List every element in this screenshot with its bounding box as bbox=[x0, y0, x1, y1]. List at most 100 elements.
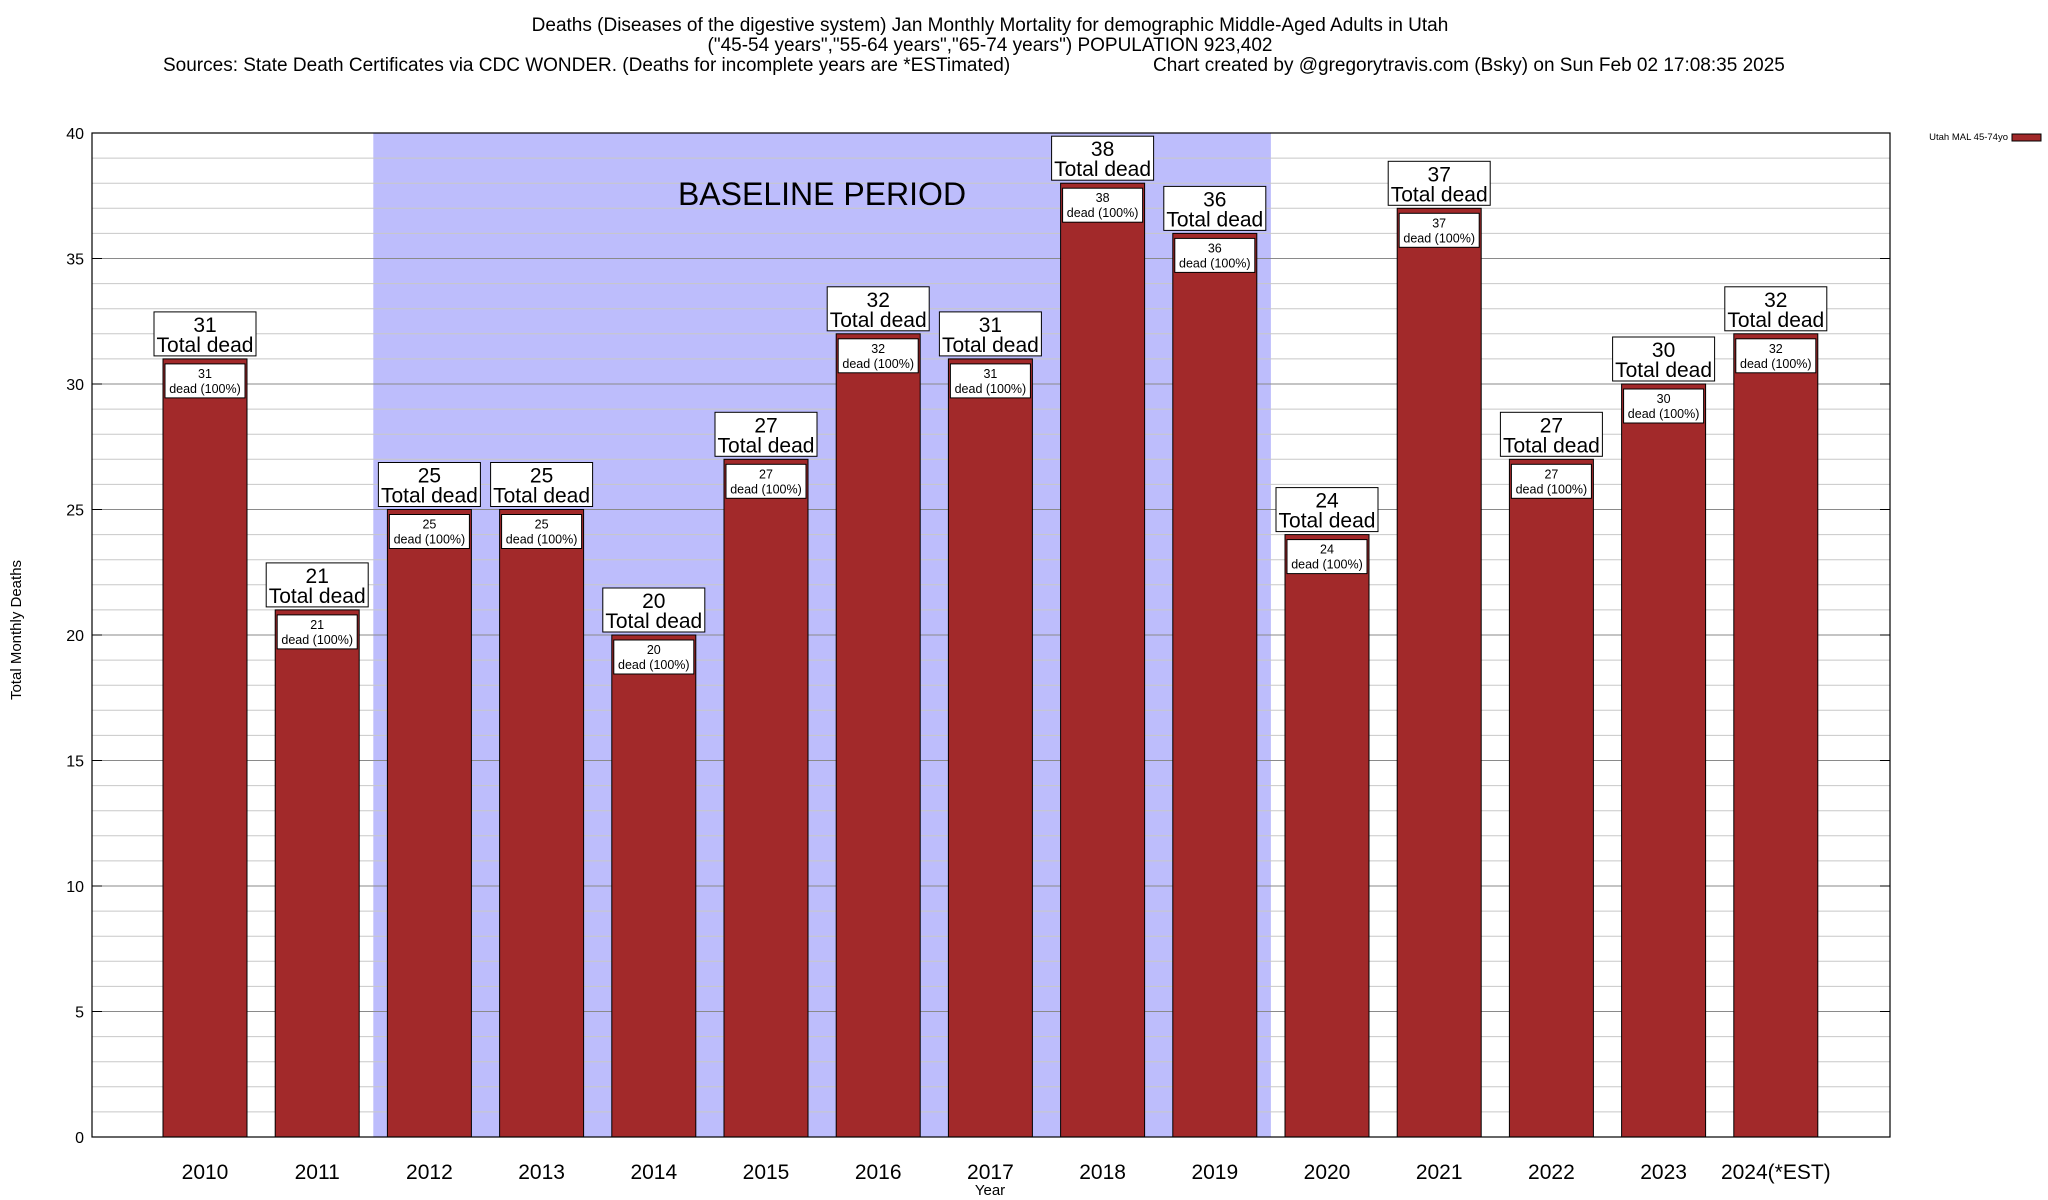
bar-inner-value: 24 bbox=[1320, 543, 1334, 557]
bar-inner-label-box bbox=[1062, 187, 1144, 223]
bar-inner-label-box bbox=[1510, 463, 1592, 499]
bar-total-suffix: Total dead bbox=[269, 585, 366, 608]
bar-inner-suffix: dead (100%) bbox=[281, 633, 353, 647]
bar bbox=[1621, 383, 1707, 1138]
x-tick-label: 2024(*EST) bbox=[1721, 1161, 1831, 1184]
bar-inner-suffix: dead (100%) bbox=[1516, 482, 1588, 496]
bar bbox=[947, 358, 1033, 1138]
x-tick-label: 2021 bbox=[1416, 1161, 1463, 1184]
y-tick-label: 15 bbox=[66, 754, 84, 771]
x-tick-label: 2018 bbox=[1079, 1161, 1126, 1184]
y-tick-label: 30 bbox=[66, 377, 84, 394]
bar-total-value: 25 bbox=[530, 465, 553, 488]
x-tick-label: 2014 bbox=[630, 1161, 677, 1184]
bar-inner-label-box bbox=[501, 514, 583, 549]
bar-inner-label-box bbox=[164, 363, 246, 399]
bar-total-suffix: Total dead bbox=[1503, 434, 1600, 457]
baseline-period-label: BASELINE PERIOD bbox=[678, 176, 966, 212]
y-tick-label: 40 bbox=[66, 126, 84, 143]
bar-inner-value: 32 bbox=[1769, 342, 1783, 356]
bar-total-label-box bbox=[938, 311, 1042, 357]
bar-total-suffix: Total dead bbox=[942, 334, 1039, 357]
bar-total-suffix: Total dead bbox=[718, 434, 815, 457]
bar-inner-label-box bbox=[725, 463, 807, 499]
x-tick-label: 2016 bbox=[855, 1161, 902, 1184]
bar-inner-suffix: dead (100%) bbox=[955, 382, 1027, 396]
bar-total-value: 27 bbox=[754, 414, 777, 437]
bar-total-suffix: Total dead bbox=[1615, 359, 1712, 382]
bar-total-value: 38 bbox=[1091, 138, 1114, 161]
bar-total-label-box bbox=[1387, 160, 1491, 206]
chart-source-text: Sources: State Death Certificates via CD… bbox=[163, 55, 1010, 76]
bar-total-label-box bbox=[714, 411, 818, 457]
bar-inner-suffix: dead (100%) bbox=[169, 382, 241, 396]
bar-inner-suffix: dead (100%) bbox=[1179, 256, 1251, 270]
bar-inner-value: 20 bbox=[647, 643, 661, 657]
bar-total-suffix: Total dead bbox=[493, 485, 590, 508]
x-tick-label: 2013 bbox=[518, 1161, 565, 1184]
bar-total-value: 30 bbox=[1652, 339, 1675, 362]
bar-total-value: 27 bbox=[1540, 414, 1563, 437]
bar-total-label-box bbox=[490, 462, 594, 507]
bar-total-value: 24 bbox=[1315, 490, 1339, 513]
bar-total-label-box bbox=[1275, 487, 1379, 533]
x-tick-label: 2011 bbox=[295, 1161, 340, 1184]
bar-inner-suffix: dead (100%) bbox=[1291, 558, 1363, 572]
bar-inner-value: 25 bbox=[422, 518, 436, 532]
chart-credit-text: Chart created by @gregorytravis.com (Bsk… bbox=[1153, 55, 1785, 76]
y-tick-label: 5 bbox=[75, 1005, 84, 1022]
bar-total-value: 32 bbox=[1764, 289, 1787, 312]
y-tick-label: 35 bbox=[66, 252, 84, 269]
bar-total-suffix: Total dead bbox=[830, 309, 927, 332]
bar-total-value: 25 bbox=[418, 465, 441, 488]
y-tick-label: 0 bbox=[75, 1130, 84, 1147]
chart-title-line1: Deaths (Diseases of the digestive system… bbox=[532, 15, 1449, 36]
legend-label: Utah MAL 45-74yo bbox=[1929, 132, 2008, 143]
bar bbox=[1172, 232, 1258, 1138]
bar-total-value: 32 bbox=[867, 289, 890, 312]
bar-inner-value: 31 bbox=[983, 367, 997, 381]
y-tick-label: 10 bbox=[66, 879, 84, 896]
x-tick-label: 2020 bbox=[1304, 1161, 1351, 1184]
bar-total-value: 37 bbox=[1428, 163, 1451, 186]
bar-inner-suffix: dead (100%) bbox=[842, 357, 914, 371]
bar-inner-value: 37 bbox=[1432, 216, 1446, 230]
bar bbox=[162, 358, 248, 1138]
x-tick-label: 2017 bbox=[967, 1161, 1014, 1184]
bar-total-label-box bbox=[1724, 286, 1828, 332]
bar-total-suffix: Total dead bbox=[1391, 183, 1488, 206]
bar bbox=[1396, 207, 1482, 1138]
bar-inner-value: 36 bbox=[1208, 241, 1222, 255]
bar-total-label-box bbox=[1612, 336, 1716, 382]
bar-total-label-box bbox=[602, 587, 706, 633]
x-tick-label: 2019 bbox=[1191, 1161, 1238, 1184]
bar bbox=[835, 333, 921, 1138]
bar-total-label-box bbox=[377, 462, 481, 507]
bar-inner-value: 27 bbox=[759, 467, 773, 481]
bar-inner-value: 31 bbox=[198, 367, 212, 381]
bar-inner-value: 32 bbox=[871, 342, 885, 356]
bar-inner-suffix: dead (100%) bbox=[1403, 231, 1475, 245]
bar-total-value: 36 bbox=[1203, 188, 1226, 211]
bar-total-suffix: Total dead bbox=[1279, 510, 1376, 533]
bar-total-suffix: Total dead bbox=[1054, 158, 1151, 181]
bar-inner-suffix: dead (100%) bbox=[1628, 407, 1700, 421]
bar-inner-suffix: dead (100%) bbox=[394, 533, 466, 547]
x-tick-label: 2023 bbox=[1640, 1161, 1687, 1184]
bar bbox=[386, 509, 472, 1138]
x-tick-label: 2015 bbox=[743, 1161, 790, 1184]
bar-inner-label-box bbox=[613, 639, 695, 675]
bar bbox=[1060, 182, 1146, 1138]
bar-inner-label-box bbox=[949, 363, 1031, 399]
x-tick-label: 2022 bbox=[1528, 1161, 1575, 1184]
plot-frame bbox=[91, 132, 1891, 1138]
bar bbox=[499, 509, 585, 1138]
bar-inner-label-box bbox=[837, 338, 919, 374]
bar bbox=[1733, 333, 1819, 1138]
bar-total-label-box bbox=[826, 286, 930, 332]
bar-total-suffix: Total dead bbox=[157, 334, 254, 357]
bar-total-label-box bbox=[153, 311, 257, 357]
bar-total-suffix: Total dead bbox=[1727, 309, 1824, 332]
bar-total-suffix: Total dead bbox=[605, 610, 702, 633]
